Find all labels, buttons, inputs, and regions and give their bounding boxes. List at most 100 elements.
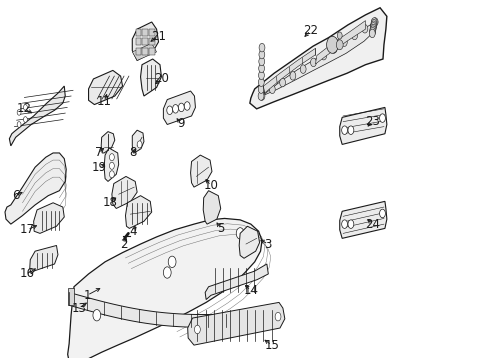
Circle shape — [167, 106, 172, 114]
Circle shape — [275, 312, 281, 321]
Circle shape — [311, 58, 317, 67]
Circle shape — [348, 126, 354, 134]
Circle shape — [236, 228, 244, 239]
Polygon shape — [163, 91, 196, 125]
Polygon shape — [132, 22, 159, 60]
Polygon shape — [112, 176, 137, 208]
Polygon shape — [30, 246, 58, 274]
Polygon shape — [104, 148, 119, 181]
Circle shape — [331, 45, 337, 53]
Polygon shape — [340, 107, 387, 144]
Bar — [143, 29, 148, 36]
Text: 2: 2 — [120, 238, 127, 251]
Circle shape — [17, 109, 21, 115]
Circle shape — [337, 32, 342, 39]
Polygon shape — [316, 21, 366, 64]
Text: 24: 24 — [365, 218, 380, 231]
Polygon shape — [9, 86, 65, 146]
Text: 18: 18 — [102, 196, 118, 209]
Polygon shape — [125, 195, 152, 228]
Polygon shape — [69, 292, 240, 327]
Text: 19: 19 — [92, 161, 107, 174]
Text: 12: 12 — [17, 102, 31, 115]
Circle shape — [290, 72, 296, 80]
Circle shape — [300, 65, 306, 73]
Circle shape — [370, 24, 376, 33]
Circle shape — [336, 40, 343, 50]
Circle shape — [109, 154, 114, 161]
Circle shape — [163, 267, 171, 278]
Circle shape — [371, 19, 377, 28]
Polygon shape — [68, 219, 262, 360]
Text: 9: 9 — [177, 117, 185, 130]
Circle shape — [109, 171, 114, 178]
Polygon shape — [132, 130, 144, 153]
Circle shape — [380, 114, 386, 122]
Text: 10: 10 — [203, 179, 219, 192]
Bar — [149, 29, 155, 36]
Bar — [149, 48, 155, 55]
Bar — [136, 29, 141, 36]
Polygon shape — [89, 71, 122, 104]
Text: 5: 5 — [217, 222, 224, 235]
Polygon shape — [340, 201, 387, 238]
Circle shape — [178, 103, 184, 112]
Circle shape — [172, 104, 178, 113]
Circle shape — [342, 126, 347, 134]
Circle shape — [258, 92, 264, 100]
Circle shape — [109, 162, 114, 169]
Circle shape — [342, 220, 347, 228]
Circle shape — [259, 92, 265, 100]
Text: 22: 22 — [303, 24, 318, 37]
Circle shape — [24, 117, 27, 122]
Circle shape — [259, 71, 265, 80]
Text: 23: 23 — [365, 115, 380, 128]
Text: 3: 3 — [265, 238, 272, 251]
Circle shape — [259, 43, 265, 52]
Text: 7: 7 — [95, 147, 102, 159]
Circle shape — [168, 256, 176, 267]
Polygon shape — [203, 191, 220, 224]
Circle shape — [270, 85, 275, 94]
Circle shape — [370, 26, 376, 35]
Circle shape — [380, 209, 386, 218]
Circle shape — [259, 57, 265, 66]
Text: 20: 20 — [154, 72, 169, 85]
Circle shape — [371, 21, 377, 30]
Circle shape — [352, 31, 358, 40]
Circle shape — [258, 85, 264, 93]
Text: 8: 8 — [129, 147, 137, 159]
Bar — [143, 48, 148, 55]
Polygon shape — [5, 153, 66, 224]
Circle shape — [17, 122, 21, 127]
Polygon shape — [34, 203, 64, 233]
Text: 13: 13 — [72, 302, 86, 315]
Circle shape — [93, 310, 101, 321]
Circle shape — [258, 78, 264, 86]
Circle shape — [24, 104, 27, 110]
Circle shape — [259, 50, 265, 59]
Polygon shape — [264, 48, 316, 93]
Polygon shape — [188, 302, 285, 345]
Circle shape — [327, 36, 338, 53]
Text: 15: 15 — [264, 339, 279, 352]
Text: 1: 1 — [83, 289, 91, 302]
Text: 21: 21 — [151, 30, 166, 43]
Polygon shape — [250, 8, 387, 109]
Text: 4: 4 — [129, 225, 137, 238]
Text: 11: 11 — [97, 95, 112, 108]
Polygon shape — [101, 132, 115, 153]
Bar — [136, 48, 141, 55]
Circle shape — [137, 141, 142, 148]
Text: 17: 17 — [20, 223, 35, 236]
Circle shape — [280, 78, 286, 87]
Circle shape — [369, 27, 375, 36]
Bar — [143, 39, 148, 45]
Circle shape — [362, 24, 368, 33]
Polygon shape — [239, 226, 260, 258]
Polygon shape — [68, 288, 74, 305]
Polygon shape — [205, 264, 269, 300]
Circle shape — [342, 38, 347, 46]
Text: 16: 16 — [20, 267, 35, 280]
Text: 14: 14 — [244, 284, 258, 297]
